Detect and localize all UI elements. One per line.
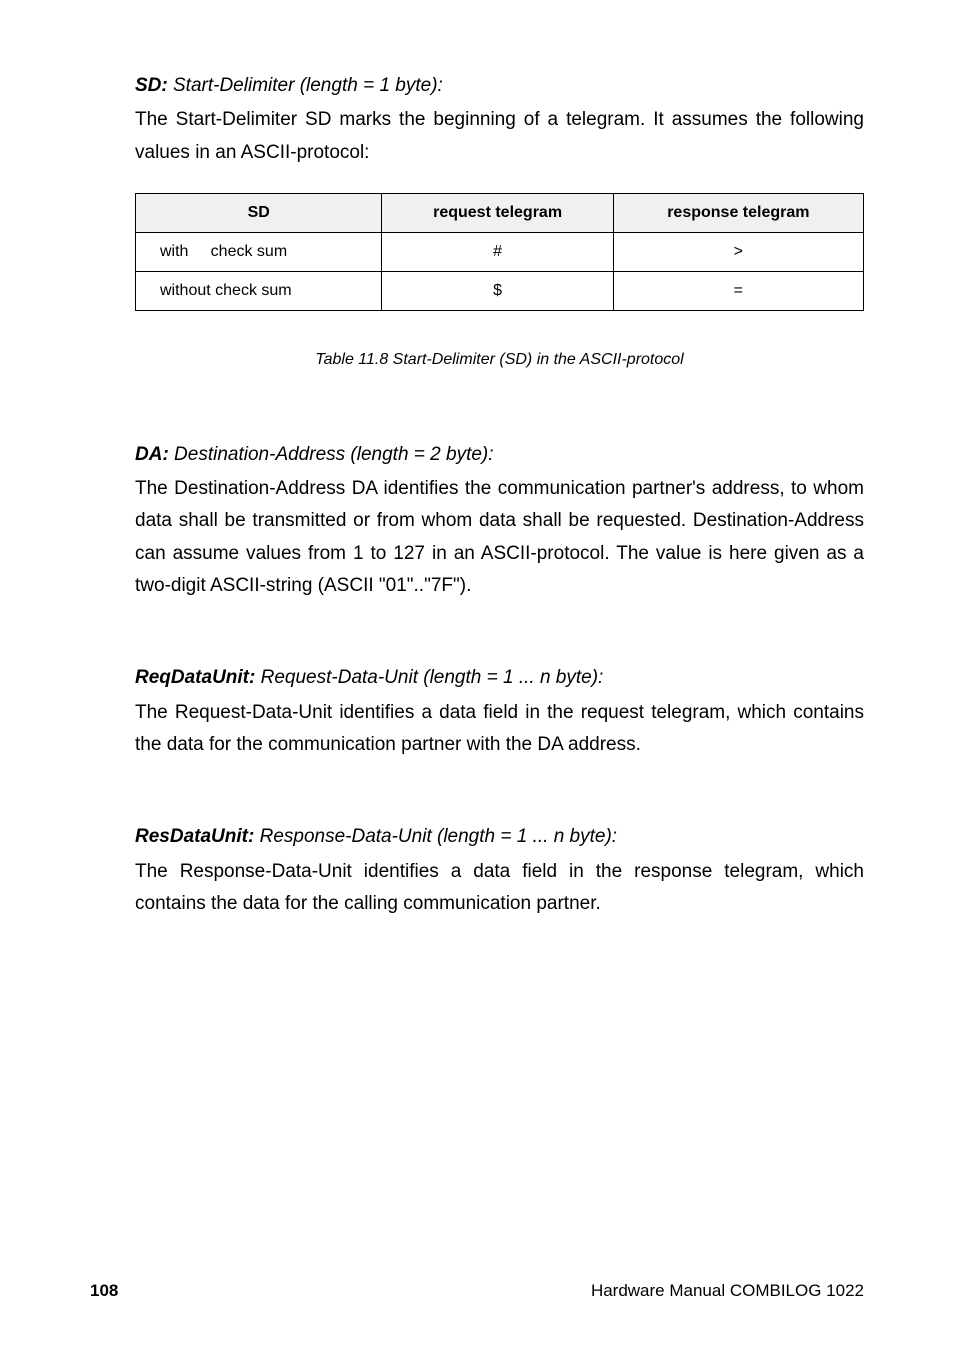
table-cell: without check sum [136, 271, 382, 310]
table-cell: = [613, 271, 863, 310]
table-cell: # [382, 232, 613, 271]
reqdata-heading-bold: ReqDataUnit: [135, 667, 255, 688]
resdata-heading: ResDataUnit: Response-Data-Unit (length … [135, 821, 864, 853]
da-heading: DA: Destination-Address (length = 2 byte… [135, 439, 864, 471]
resdata-heading-bold: ResDataUnit: [135, 826, 254, 847]
reqdata-body: The Request-Data-Unit identifies a data … [135, 697, 864, 762]
reqdata-section: ReqDataUnit: Request-Data-Unit (length =… [135, 662, 864, 761]
sd-table: SD request telegram response telegram wi… [135, 193, 864, 311]
reqdata-heading: ReqDataUnit: Request-Data-Unit (length =… [135, 662, 864, 694]
sd-heading: SD: Start-Delimiter (length = 1 byte): [135, 70, 864, 102]
table-row: with check sum # > [136, 232, 864, 271]
resdata-heading-italic: Response-Data-Unit (length = 1 ... n byt… [254, 826, 617, 847]
sd-body: The Start-Delimiter SD marks the beginni… [135, 104, 864, 169]
sd-heading-italic: Start-Delimiter (length = 1 byte): [168, 75, 443, 96]
sd-section: SD: Start-Delimiter (length = 1 byte): T… [135, 70, 864, 169]
table-header-row: SD request telegram response telegram [136, 193, 864, 232]
footer-text: Hardware Manual COMBILOG 1022 [591, 1281, 864, 1301]
table-cell: with check sum [136, 232, 382, 271]
da-body: The Destination-Address DA identifies th… [135, 473, 864, 602]
da-heading-italic: Destination-Address (length = 2 byte): [169, 444, 494, 465]
table-header-response: response telegram [613, 193, 863, 232]
page-number: 108 [90, 1281, 118, 1301]
table-header-request: request telegram [382, 193, 613, 232]
table-row: without check sum $ = [136, 271, 864, 310]
da-section: DA: Destination-Address (length = 2 byte… [135, 439, 864, 602]
resdata-body: The Response-Data-Unit identifies a data… [135, 856, 864, 921]
table-caption: Table 11.8 Start-Delimiter (SD) in the A… [135, 351, 864, 369]
sd-heading-bold: SD: [135, 75, 168, 96]
da-heading-bold: DA: [135, 444, 169, 465]
table-cell: > [613, 232, 863, 271]
table-header-sd: SD [136, 193, 382, 232]
reqdata-heading-italic: Request-Data-Unit (length = 1 ... n byte… [255, 667, 603, 688]
page-footer: 108 Hardware Manual COMBILOG 1022 [0, 1281, 954, 1301]
table-cell: $ [382, 271, 613, 310]
resdata-section: ResDataUnit: Response-Data-Unit (length … [135, 821, 864, 920]
